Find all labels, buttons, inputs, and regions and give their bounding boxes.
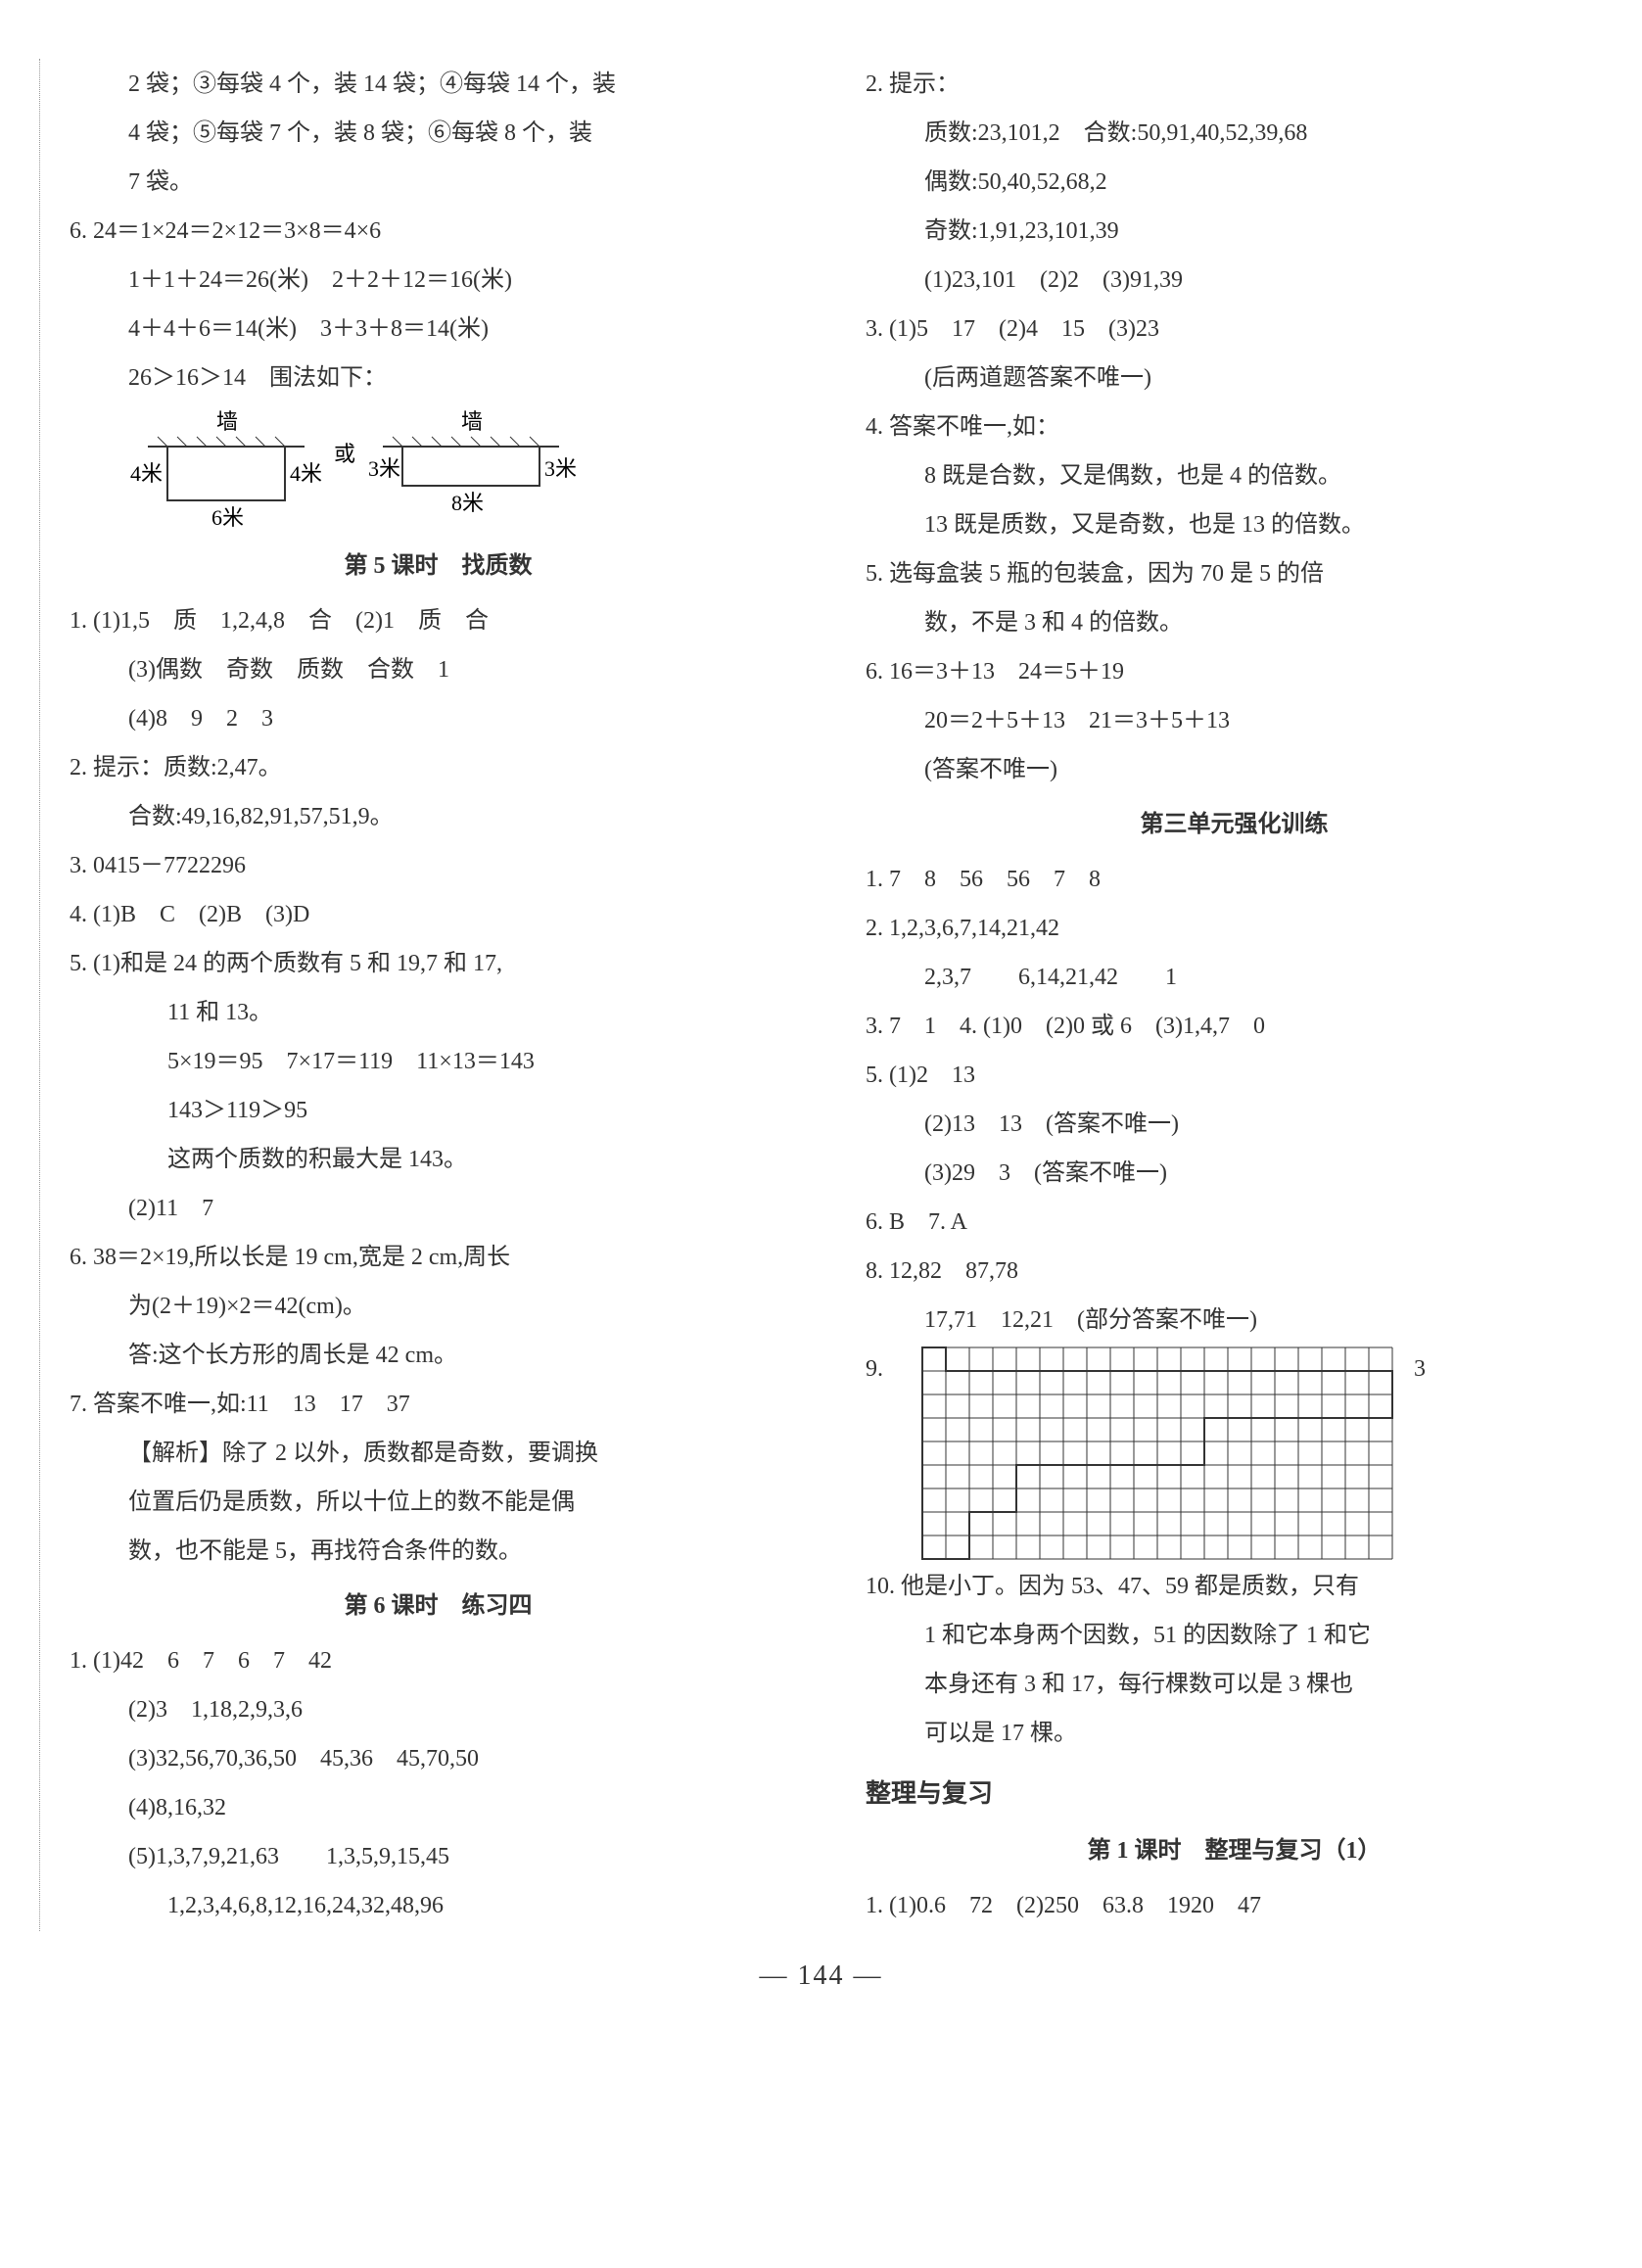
wall-label: 墙 [216, 409, 238, 434]
text-line: 4 袋；⑤每袋 7 个，装 8 袋；⑥每袋 8 个，装 [70, 110, 807, 157]
section-heading: 第 6 课时 练习四 [70, 1583, 807, 1630]
right-column: 2. 提示： 质数:23,101,2 合数:50,91,40,52,39,68 … [846, 59, 1603, 1931]
grid-row: 9. 3 [866, 1346, 1603, 1561]
text-line: 143＞119＞95 [70, 1087, 807, 1134]
q9-right-label: 3 [1414, 1346, 1426, 1393]
text-line: 可以是 17 棵。 [866, 1710, 1603, 1757]
q9-label: 9. [866, 1346, 901, 1393]
text-line: 1. (1)42 6 7 6 7 42 [70, 1637, 807, 1684]
text-line: 3. 0415－7722296 [70, 842, 807, 889]
text-line: 数，也不能是 5，再找符合条件的数。 [70, 1528, 807, 1575]
dim-label: 4米 [290, 461, 322, 486]
section-heading: 第 5 课时 找质数 [70, 543, 807, 590]
text-line: 5. (1)和是 24 的两个质数有 5 和 19,7 和 17, [70, 940, 807, 987]
text-line: 3. (1)5 17 (2)4 15 (3)23 [866, 306, 1603, 353]
text-line: 13 既是质数，又是奇数，也是 13 的倍数。 [866, 501, 1603, 548]
dim-label: 3米 [368, 456, 400, 481]
text-line: 2 袋；③每袋 4 个，装 14 袋；④每袋 14 个，装 [70, 61, 807, 108]
text-line: 5. (1)2 13 [866, 1052, 1603, 1099]
text-line: 本身还有 3 和 17，每行棵数可以是 3 棵也 [866, 1661, 1603, 1708]
dim-label: 8米 [451, 491, 484, 515]
text-line: (5)1,3,7,9,21,63 1,3,5,9,15,45 [70, 1833, 807, 1880]
left-column: 2 袋；③每袋 4 个，装 14 袋；④每袋 14 个，装 4 袋；⑤每袋 7 … [39, 59, 807, 1931]
text-line: 20＝2＋5＋13 21＝3＋5＋13 [866, 697, 1603, 744]
text-line: (后两道题答案不唯一) [866, 354, 1603, 402]
dim-label: 6米 [211, 505, 244, 530]
text-line: 17,71 12,21 (部分答案不唯一) [866, 1297, 1603, 1344]
text-line: 7. 答案不唯一,如:11 13 17 37 [70, 1381, 807, 1428]
text-line: 1. (1)1,5 质 1,2,4,8 合 (2)1 质 合 [70, 597, 807, 644]
text-line: 1. (1)0.6 72 (2)250 63.8 1920 47 [866, 1882, 1603, 1929]
text-line: 1 和它本身两个因数，51 的因数除了 1 和它 [866, 1612, 1603, 1659]
text-line: 2. 1,2,3,6,7,14,21,42 [866, 905, 1603, 952]
text-line: 偶数:50,40,52,68,2 [866, 159, 1603, 206]
text-line: 7 袋。 [70, 159, 807, 206]
text-line: 1＋1＋24＝26(米) 2＋2＋12＝16(米) [70, 257, 807, 304]
text-line: 6. 38＝2×19,所以长是 19 cm,宽是 2 cm,周长 [70, 1234, 807, 1281]
text-line: 为(2＋19)×2＝42(cm)。 [70, 1283, 807, 1330]
text-line: 11 和 13。 [70, 989, 807, 1036]
section-heading: 第 1 课时 整理与复习（1） [866, 1827, 1603, 1874]
text-line: 奇数:1,91,23,101,39 [866, 208, 1603, 255]
text-line: (2)3 1,18,2,9,3,6 [70, 1686, 807, 1733]
text-line: 【解析】除了 2 以外，质数都是奇数，要调换 [70, 1430, 807, 1477]
text-line: 数，不是 3 和 4 的倍数。 [866, 599, 1603, 646]
text-line: 6. B 7. A [866, 1199, 1603, 1246]
text-line: 1. 7 8 56 56 7 8 [866, 856, 1603, 903]
section-heading: 第三单元强化训练 [866, 801, 1603, 848]
text-line: 2,3,7 6,14,21,42 1 [866, 954, 1603, 1001]
grid-diagram [920, 1346, 1394, 1561]
text-line: 质数:23,101,2 合数:50,91,40,52,39,68 [866, 110, 1603, 157]
wall-label: 墙 [461, 409, 483, 434]
or-label: 或 [334, 442, 355, 466]
text-line: 4＋4＋6＝14(米) 3＋3＋8＝14(米) [70, 306, 807, 353]
text-line: 4. 答案不唯一,如： [866, 403, 1603, 450]
text-line: (3)32,56,70,36,50 45,36 45,70,50 [70, 1735, 807, 1782]
text-line: 6. 16＝3＋13 24＝5＋19 [866, 648, 1603, 695]
text-line: 5×19＝95 7×17＝119 11×13＝143 [70, 1038, 807, 1085]
text-line: 8. 12,82 87,78 [866, 1248, 1603, 1295]
text-line: 这两个质数的积最大是 143。 [70, 1136, 807, 1183]
text-line: (2)11 7 [70, 1185, 807, 1232]
text-line: (3)29 3 (答案不唯一) [866, 1150, 1603, 1197]
text-line: 26＞16＞14 围法如下： [70, 354, 807, 402]
text-line: 位置后仍是质数，所以十位上的数不能是偶 [70, 1479, 807, 1526]
dim-label: 3米 [544, 456, 577, 481]
text-line: 1,2,3,4,6,8,12,16,24,32,48,96 [70, 1882, 807, 1929]
text-line: 8 既是合数，又是偶数，也是 4 的倍数。 [866, 452, 1603, 499]
text-line: 5. 选每盒装 5 瓶的包装盒，因为 70 是 5 的倍 [866, 550, 1603, 597]
text-line: 2. 提示： [866, 61, 1603, 108]
text-line: 6. 24＝1×24＝2×12＝3×8＝4×6 [70, 208, 807, 255]
text-line: 合数:49,16,82,91,57,51,9。 [70, 793, 807, 840]
text-line: (4)8,16,32 [70, 1784, 807, 1831]
text-line: 2. 提示：质数:2,47。 [70, 744, 807, 791]
text-line: 4. (1)B C (2)B (3)D [70, 891, 807, 938]
review-title: 整理与复习 [866, 1769, 1603, 1819]
text-line: (3)偶数 奇数 质数 合数 1 [70, 646, 807, 693]
wall-diagram: 墙 4米 4米 6米 或 墙 3米 3米 [128, 407, 807, 535]
page-number: — 144 — [39, 1961, 1603, 1992]
text-line: (1)23,101 (2)2 (3)91,39 [866, 257, 1603, 304]
text-line: 答:这个长方形的周长是 42 cm。 [70, 1332, 807, 1379]
text-line: (4)8 9 2 3 [70, 695, 807, 742]
text-line: (2)13 13 (答案不唯一) [866, 1101, 1603, 1148]
text-line: (答案不唯一) [866, 746, 1603, 793]
dim-label: 4米 [130, 461, 163, 486]
text-line: 10. 他是小丁。因为 53、47、59 都是质数，只有 [866, 1563, 1603, 1610]
text-line: 3. 7 1 4. (1)0 (2)0 或 6 (3)1,4,7 0 [866, 1003, 1603, 1050]
